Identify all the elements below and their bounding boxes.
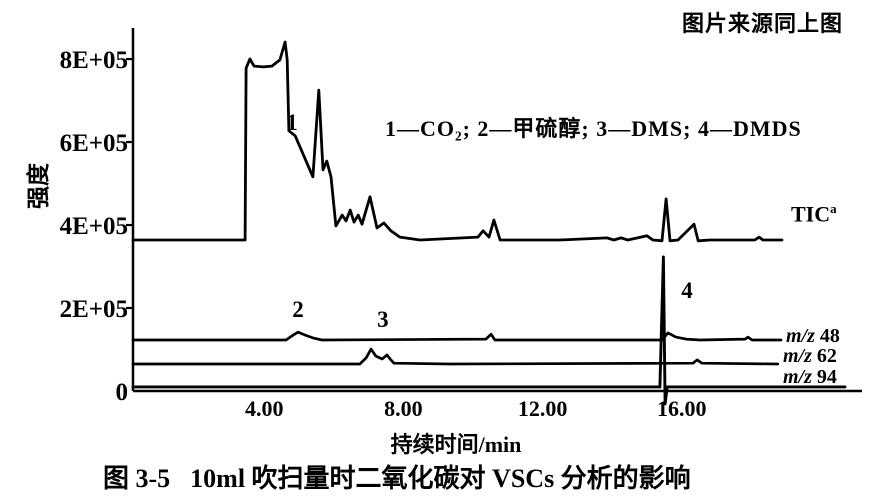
trace-label-mz62: m/z 62 bbox=[783, 345, 837, 368]
peak-label-1: 1 bbox=[286, 110, 298, 135]
mz-value: 48 bbox=[819, 325, 840, 347]
y-tick-label: 8E+05 bbox=[60, 47, 128, 74]
trace-label-mz94: m/z 94 bbox=[783, 366, 837, 389]
y-tick-label: 2E+05 bbox=[60, 296, 128, 323]
x-tick-label: 8.00 bbox=[384, 396, 423, 421]
x-axis-title: 持续时间/min bbox=[390, 432, 522, 457]
x-tick-label: 4.00 bbox=[245, 396, 284, 421]
peak-label-4: 4 bbox=[681, 278, 693, 303]
tic-text: TIC bbox=[791, 201, 831, 227]
mz-italic: m/z bbox=[783, 345, 812, 367]
y-tick-label: 6E+05 bbox=[60, 130, 128, 157]
mz-value: 94 bbox=[816, 366, 837, 388]
figure-number: 图 3-5 bbox=[103, 464, 171, 493]
mz-value: 62 bbox=[816, 345, 837, 367]
trace-mz62 bbox=[131, 347, 780, 366]
peak-label-3: 3 bbox=[377, 307, 389, 332]
mz-italic: m/z bbox=[783, 366, 812, 388]
trace-mz48 bbox=[131, 330, 783, 342]
tic-superscript: a bbox=[830, 201, 837, 216]
trace-label-mz48: m/z 48 bbox=[786, 325, 840, 348]
x-tick-label: 12.00 bbox=[518, 396, 568, 421]
trace-tic bbox=[131, 40, 784, 243]
figure-caption: 图 3-5 10ml 吹扫量时二氧化碳对 VSCs 分析的影响 bbox=[103, 458, 691, 495]
y-tick-label: 4E+05 bbox=[60, 213, 128, 240]
peak-legend: 1—CO₂; 2—甲硫醇; 3—DMS; 4—DMDS bbox=[385, 116, 802, 141]
trace-mz94 bbox=[131, 255, 847, 406]
peak-label-2: 2 bbox=[292, 297, 304, 322]
mz-italic: m/z bbox=[786, 325, 815, 347]
caption-text: 10ml 吹扫量时二氧化碳对 VSCs 分析的影响 bbox=[190, 464, 691, 493]
image-source-note: 图片来源同上图 bbox=[682, 11, 844, 36]
y-tick-label: 0 bbox=[116, 379, 129, 406]
trace-label-tic: TICa bbox=[791, 201, 837, 227]
